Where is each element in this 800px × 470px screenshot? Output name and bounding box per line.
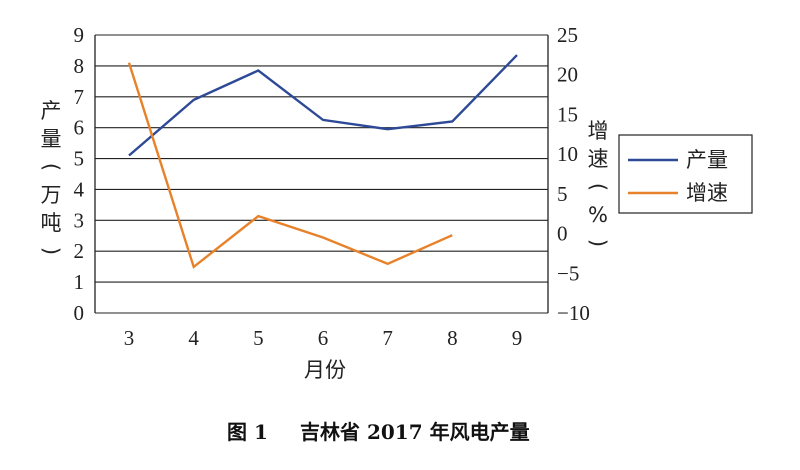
axis-label-char: ): [39, 247, 63, 255]
right-axis-label: 增速 (%): [586, 119, 610, 247]
x-tick-label: 3: [124, 326, 135, 350]
right-tick-label: 15: [557, 102, 578, 126]
x-tick-label: 5: [253, 326, 264, 350]
left-tick-label: 3: [74, 208, 85, 232]
gridlines: [95, 34, 548, 314]
figure-title: 吉林省 2017 年风电产量: [300, 420, 530, 444]
axis-label-char: 量: [41, 127, 62, 151]
figure-caption: 图 1 吉林省 2017 年风电产量: [227, 420, 530, 444]
left-tick-label: 7: [74, 85, 85, 109]
legend-label-production: 产量: [686, 148, 728, 172]
x-tick-label: 4: [188, 326, 199, 350]
right-tick-label: 25: [557, 23, 578, 47]
x-tick-label: 6: [318, 326, 329, 350]
x-tick-label: 8: [447, 326, 458, 350]
axis-label-char: 速: [588, 147, 609, 171]
x-axis-ticks: 3 4 5 6 7 8 9: [124, 326, 523, 350]
left-axis-label: 产量 ( 万吨): [39, 99, 63, 255]
left-tick-label: 0: [74, 301, 85, 325]
axis-label-char: 吨: [41, 211, 62, 235]
legend-label-growth: 增速: [686, 181, 728, 205]
series-layer: [127, 54, 518, 269]
right-axis-ticks: −10 −5 0 5 10 15 20 25: [557, 23, 590, 325]
right-tick-label: −5: [557, 261, 579, 285]
right-tick-label: 10: [557, 142, 578, 166]
left-tick-label: 1: [74, 270, 85, 294]
left-tick-label: 5: [74, 147, 85, 171]
left-tick-label: 4: [74, 177, 85, 201]
axes: [94, 35, 549, 313]
axis-label-char: 产: [41, 99, 62, 123]
left-tick-label: 2: [74, 239, 85, 263]
axis-label-char: 增: [588, 119, 609, 143]
axis-label-char: ): [586, 239, 610, 247]
right-tick-label: 0: [557, 222, 568, 246]
left-tick-label: 9: [74, 23, 85, 47]
production-series-line: [128, 54, 518, 157]
growth-series-line: [127, 62, 453, 269]
left-axis-ticks: 0 1 2 3 4 5 6 7 8 9: [74, 23, 85, 325]
legend: 产量 增速: [618, 134, 753, 214]
axis-label-char: (: [586, 183, 610, 191]
legend-box: [618, 134, 753, 214]
left-tick-label: 8: [74, 54, 85, 78]
right-tick-label: −10: [557, 301, 590, 325]
figure-number: 图 1: [227, 420, 268, 444]
axis-label-char: 万: [41, 183, 62, 207]
axis-label-char: (: [39, 163, 63, 171]
axis-label-char: %: [588, 203, 608, 227]
x-tick-label: 7: [382, 326, 393, 350]
right-tick-label: 5: [557, 182, 568, 206]
left-tick-label: 6: [74, 116, 85, 140]
right-tick-label: 20: [557, 63, 578, 87]
x-axis-label: 月份: [304, 358, 346, 382]
x-tick-label: 9: [512, 326, 523, 350]
